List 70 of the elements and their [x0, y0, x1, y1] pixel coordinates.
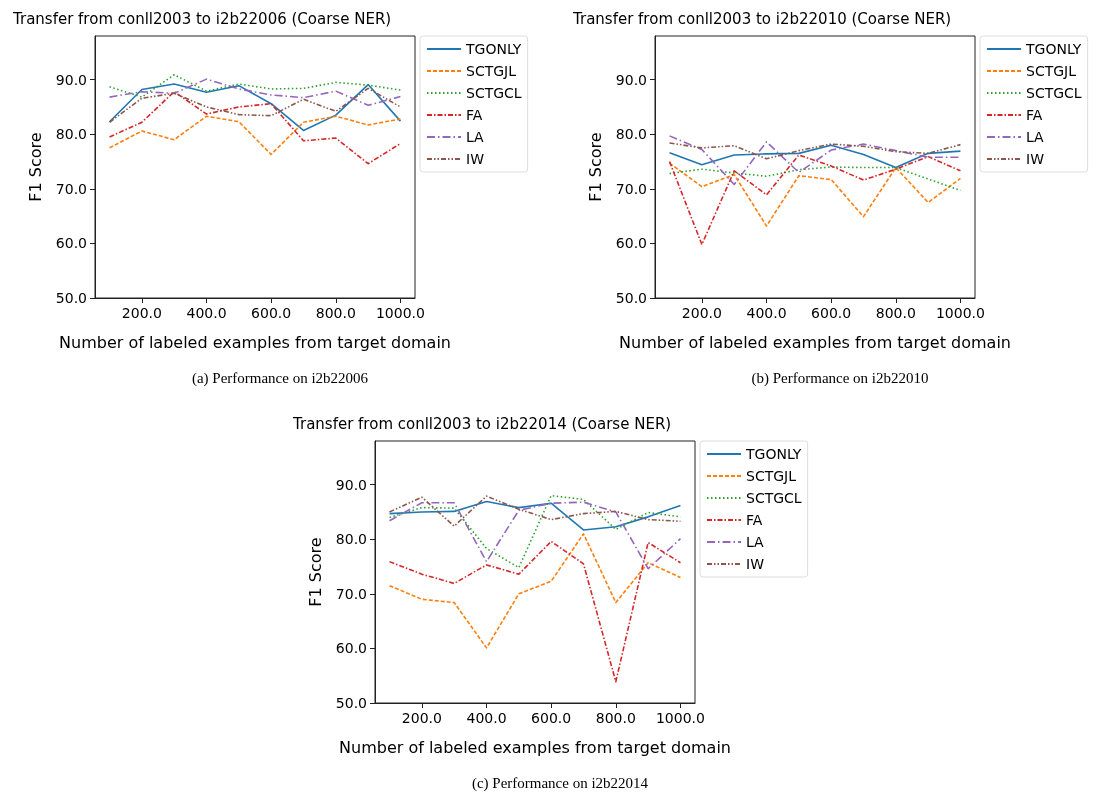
y-tick-label: 50.0 [55, 290, 87, 306]
line-series [388, 532, 682, 649]
y-tick-label: 90.0 [615, 71, 647, 88]
legend-label: LA [1026, 129, 1045, 145]
legend-label: SCTGJL [1026, 63, 1077, 79]
x-tick-label: 1000.0 [375, 305, 425, 321]
y-tick-label: 70.0 [55, 180, 87, 197]
legend-label: IW [1026, 151, 1045, 167]
x-tick-label: 400.0 [466, 710, 507, 726]
line-series [668, 142, 962, 160]
text: (a) Performance on i2b22006 [191, 369, 369, 387]
chart-title: Transfer from conll2003 to i2b22006 (Coarse NER) [12, 9, 392, 28]
y-tick-label: 80.0 [615, 126, 647, 143]
legend-label: FA [1026, 107, 1043, 123]
text: (b) Performance on i2b22010 [751, 369, 929, 387]
x-tick-label: 400.0 [186, 305, 227, 321]
x-tick-label: 600.0 [251, 305, 292, 321]
x-axis-title: Number of labeled examples from target domain [619, 332, 1011, 352]
line-series [108, 73, 402, 98]
line-series [668, 154, 962, 246]
y-axis-title: F1 Score [305, 537, 325, 607]
x-tick-label: 800.0 [595, 710, 636, 726]
x-tick-label: 800.0 [315, 305, 356, 321]
legend-label: SCTGCL [466, 85, 522, 101]
line-series [388, 540, 682, 683]
legend-label: SCTGCL [746, 490, 802, 506]
legend-label: LA [746, 534, 765, 550]
x-tick-label: 1000.0 [935, 305, 985, 321]
y-tick-label: 60.0 [335, 640, 367, 657]
legend-label: FA [746, 512, 763, 528]
y-tick-label: 80.0 [335, 531, 367, 548]
line-series [108, 83, 402, 132]
y-tick-label: 90.0 [335, 476, 367, 493]
y-tick-label: 50.0 [335, 695, 367, 711]
x-tick-label: 200.0 [401, 710, 442, 726]
line-series [668, 144, 962, 169]
y-axis-title: F1 Score [25, 132, 45, 202]
chart-title: Transfer from conll2003 to i2b22014 (Coarse NER) [292, 414, 672, 433]
y-tick-label: 80.0 [55, 126, 87, 143]
line-series [108, 78, 402, 107]
x-tick-label: 200.0 [121, 305, 162, 321]
chart-title: Transfer from conll2003 to i2b22010 (Coarse NER) [572, 9, 952, 28]
y-tick-label: 70.0 [615, 180, 647, 197]
legend-label: SCTGJL [746, 468, 797, 484]
legend-label: LA [466, 129, 485, 145]
x-tick-label: 1000.0 [655, 710, 705, 726]
x-tick-label: 800.0 [875, 305, 916, 321]
y-tick-label: 60.0 [55, 235, 87, 252]
legend-label: TGONLY [465, 41, 522, 57]
y-tick-label: 60.0 [615, 235, 647, 252]
x-axis-title: Number of labeled examples from target domain [339, 737, 731, 757]
y-tick-label: 50.0 [615, 290, 647, 306]
legend-label: IW [466, 151, 485, 167]
y-tick-label: 70.0 [335, 585, 367, 602]
legend-label: TGONLY [745, 446, 802, 462]
x-tick-label: 200.0 [681, 305, 722, 321]
legend-label: SCTGJL [466, 63, 517, 79]
legend-label: SCTGCL [1026, 85, 1082, 101]
x-tick-label: 400.0 [746, 305, 787, 321]
legend-label: IW [746, 556, 765, 572]
line-series [108, 87, 402, 124]
text: (c) Performance on i2b22014 [471, 774, 649, 792]
legend-label: TGONLY [1025, 41, 1082, 57]
x-tick-label: 600.0 [811, 305, 852, 321]
y-tick-label: 90.0 [55, 71, 87, 88]
y-axis-title: F1 Score [585, 132, 605, 202]
legend-label: FA [466, 107, 483, 123]
x-axis-title: Number of labeled examples from target domain [59, 332, 451, 352]
x-tick-label: 600.0 [531, 710, 572, 726]
line-series [108, 115, 402, 156]
